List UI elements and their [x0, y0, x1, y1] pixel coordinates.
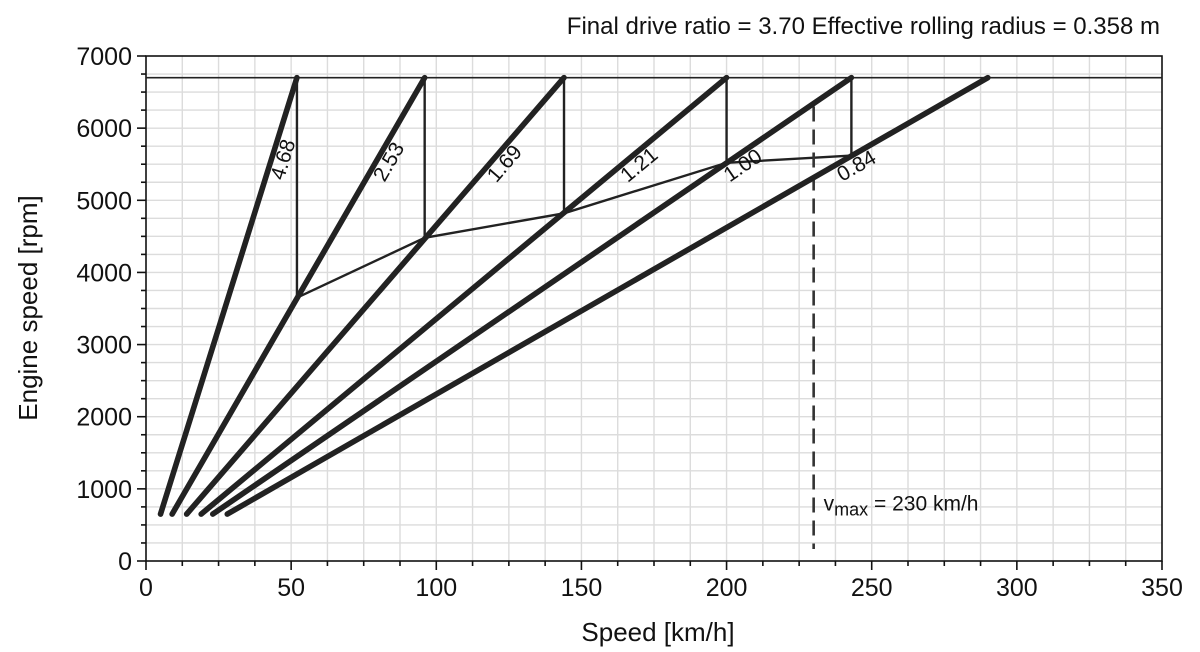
grid	[146, 56, 1162, 561]
y-tick-label: 4000	[76, 259, 132, 287]
gear-line	[198, 74, 730, 517]
gear-line	[224, 74, 991, 517]
y-tick-label: 7000	[76, 43, 132, 71]
x-tick-label: 250	[851, 574, 893, 602]
y-tick-label: 2000	[76, 404, 132, 432]
data-lines	[146, 74, 1162, 549]
y-tick-label: 0	[118, 548, 132, 576]
x-tick-label: 200	[706, 574, 748, 602]
gear-line	[157, 74, 300, 517]
vmax-annotation: vmax = 230 km/h	[824, 493, 979, 520]
vmax-label-main: v	[824, 493, 835, 516]
gear-ratio-label: 4.68	[266, 137, 300, 183]
gear-line	[183, 74, 567, 517]
chart-info-text: Final drive ratio = 3.70 Effective rolli…	[567, 13, 1160, 40]
y-tick-label: 5000	[76, 187, 132, 215]
vmax-label-rest: = 230 km/h	[868, 493, 978, 516]
annotations: 4.68 2.53 1.69 1.21 1.00 0.84	[266, 137, 880, 187]
x-tick-label: 50	[277, 574, 305, 602]
y-axis-title: Engine speed [rpm]	[13, 195, 43, 420]
gear-ratio-label: 1.21	[616, 143, 662, 187]
gear-line	[209, 74, 855, 517]
x-axis-title: Speed [km/h]	[581, 617, 734, 647]
y-tick-label: 1000	[76, 476, 132, 504]
gear-line	[169, 74, 428, 517]
axes: 0 50 100 150 200 250 300 350 0 1000 2000 3000 4000 50…	[76, 43, 1182, 602]
x-tick-label: 300	[996, 574, 1038, 602]
x-tick-label: 100	[415, 574, 457, 602]
x-tick-label: 150	[561, 574, 603, 602]
x-tick-label: 350	[1141, 574, 1183, 602]
vmax-label-sub: max	[834, 500, 868, 520]
gear-ratio-label: 0.84	[833, 146, 880, 186]
y-tick-label: 6000	[76, 115, 132, 143]
y-tick-label: 3000	[76, 332, 132, 360]
x-tick-label: 0	[139, 574, 153, 602]
